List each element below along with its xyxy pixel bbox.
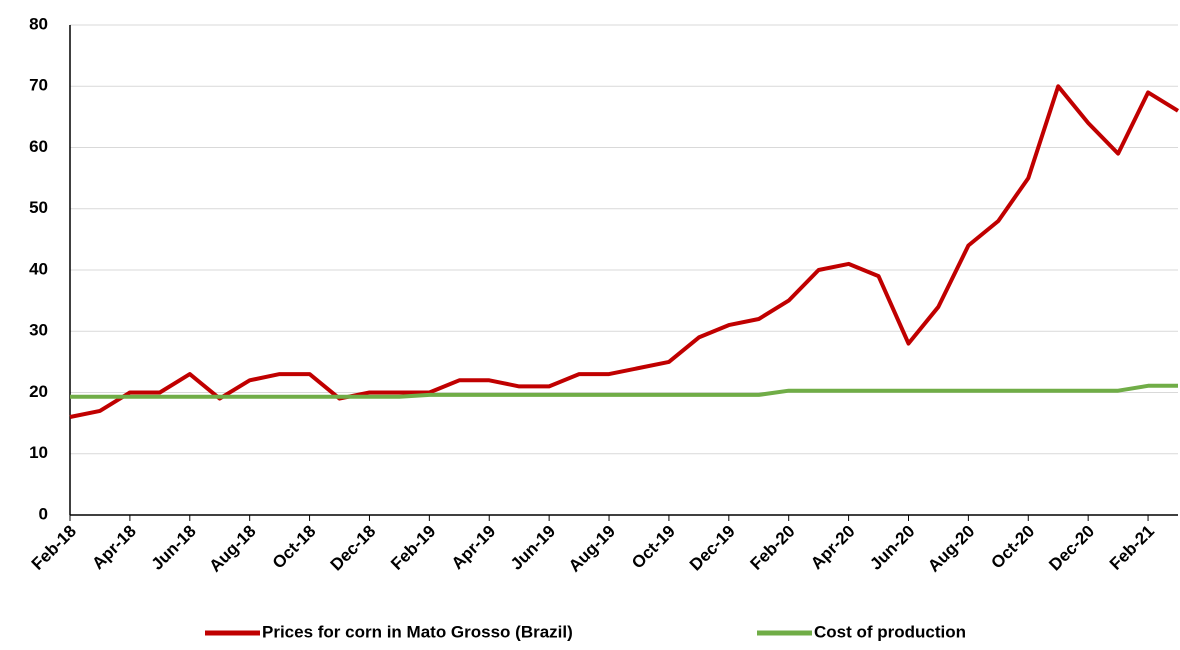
y-tick-label: 20	[29, 382, 48, 401]
x-tick-label: Feb-18	[28, 522, 80, 574]
y-tick-label: 40	[29, 259, 48, 278]
legend-label: Prices for corn in Mato Grosso (Brazil)	[262, 622, 573, 641]
x-tick-label: Apr-20	[807, 522, 859, 574]
x-tick-label: Oct-18	[269, 522, 320, 573]
x-tick-label: Oct-19	[628, 522, 679, 573]
x-tick-label: Apr-19	[448, 522, 500, 574]
x-tick-label: Dec-19	[686, 522, 739, 575]
y-tick-label: 30	[29, 321, 48, 340]
x-tick-label: Oct-20	[987, 522, 1038, 573]
x-tick-label: Feb-19	[387, 522, 439, 574]
x-tick-label: Feb-20	[747, 522, 799, 574]
x-tick-label: Jun-19	[507, 522, 559, 574]
y-tick-label: 60	[29, 137, 48, 156]
series-line	[69, 84, 1180, 419]
series-line	[70, 383, 1178, 399]
y-tick-label: 80	[29, 14, 48, 33]
x-tick-label: Dec-20	[1045, 522, 1098, 575]
x-tick-label: Aug-20	[924, 522, 978, 576]
x-tick-label: Aug-18	[205, 522, 259, 576]
x-tick-label: Jun-20	[866, 522, 918, 574]
x-tick-label: Feb-21	[1106, 522, 1158, 574]
y-tick-label: 70	[29, 76, 48, 95]
x-tick-label: Jun-18	[148, 522, 200, 574]
x-tick-label: Apr-18	[88, 522, 140, 574]
x-tick-label: Aug-19	[565, 522, 619, 576]
x-tick-label: Dec-18	[327, 522, 380, 575]
y-tick-label: 50	[29, 198, 48, 217]
legend-label: Cost of production	[814, 622, 966, 641]
y-tick-label: 10	[29, 443, 48, 462]
y-tick-label: 0	[39, 504, 48, 523]
